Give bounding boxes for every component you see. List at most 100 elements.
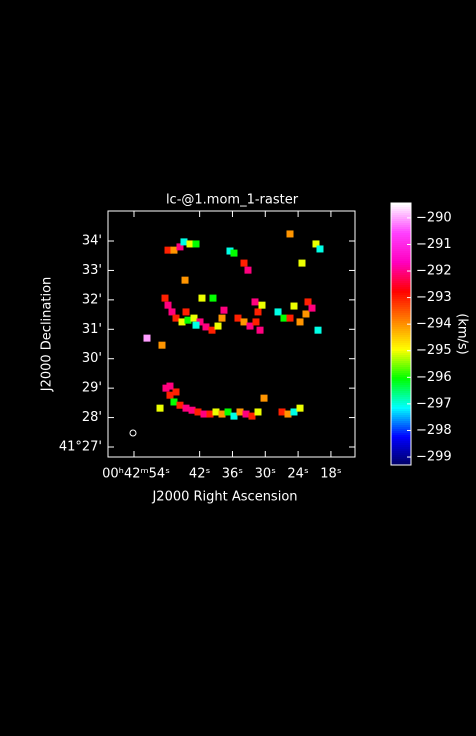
pixel bbox=[196, 318, 204, 326]
pixel bbox=[240, 259, 248, 267]
colorbar-band bbox=[391, 213, 411, 215]
pixel bbox=[302, 310, 310, 318]
colorbar-band bbox=[391, 353, 411, 355]
pixel bbox=[312, 240, 320, 248]
x-tick-label: 24ˢ bbox=[287, 467, 309, 482]
colorbar-band bbox=[391, 413, 411, 415]
colorbar-band bbox=[391, 215, 411, 217]
pixel bbox=[206, 410, 214, 418]
colorbar-band bbox=[391, 209, 411, 211]
colorbar-tick-label: −292 bbox=[416, 264, 452, 279]
colorbar-band bbox=[391, 283, 411, 285]
pixel bbox=[224, 408, 232, 416]
colorbar-band bbox=[391, 311, 411, 313]
colorbar-band bbox=[391, 411, 411, 413]
x-tick-label: 18ˢ bbox=[320, 467, 342, 482]
colorbar-band bbox=[391, 217, 411, 219]
colorbar-band bbox=[391, 403, 411, 405]
x-tick-label: 36ˢ bbox=[222, 467, 244, 482]
pixel bbox=[166, 391, 174, 399]
colorbar-band bbox=[391, 267, 411, 269]
colorbar-band bbox=[391, 391, 411, 393]
colorbar-band bbox=[391, 253, 411, 255]
y-tick-label: 34' bbox=[82, 234, 102, 249]
colorbar-band bbox=[391, 229, 411, 231]
pixel bbox=[172, 388, 180, 396]
colorbar-band bbox=[391, 207, 411, 209]
colorbar-tick-label: −297 bbox=[416, 396, 452, 411]
colorbar-band bbox=[391, 307, 411, 309]
colorbar-band bbox=[391, 241, 411, 243]
colorbar-band bbox=[391, 271, 411, 273]
pixel bbox=[314, 326, 322, 334]
colorbar-band bbox=[391, 459, 411, 461]
colorbar-band bbox=[391, 359, 411, 361]
colorbar-band bbox=[391, 305, 411, 307]
pixel bbox=[244, 266, 252, 274]
plot-frame bbox=[107, 210, 356, 458]
pixel bbox=[143, 334, 151, 342]
colorbar-band bbox=[391, 363, 411, 365]
colorbar-band bbox=[391, 333, 411, 335]
colorbar-band bbox=[391, 289, 411, 291]
colorbar-band bbox=[391, 425, 411, 427]
colorbar-band bbox=[391, 295, 411, 297]
colorbar-band bbox=[391, 337, 411, 339]
colorbar-band bbox=[391, 429, 411, 431]
colorbar-frame bbox=[390, 202, 412, 466]
colorbar-band bbox=[391, 239, 411, 241]
colorbar-band bbox=[391, 223, 411, 225]
colorbar-band bbox=[391, 453, 411, 455]
colorbar-band bbox=[391, 219, 411, 221]
pixel bbox=[218, 410, 226, 418]
pixel bbox=[248, 412, 256, 420]
colorbar-band bbox=[391, 325, 411, 327]
colorbar-band bbox=[391, 323, 411, 325]
colorbar-band bbox=[391, 235, 411, 237]
pixel bbox=[218, 314, 226, 322]
pixel bbox=[246, 322, 254, 330]
pixel bbox=[220, 306, 228, 314]
colorbar-band bbox=[391, 343, 411, 345]
colorbar-band bbox=[391, 463, 411, 465]
pixel bbox=[192, 240, 200, 248]
pixel bbox=[164, 301, 172, 309]
pixel bbox=[230, 249, 238, 257]
pixel bbox=[209, 294, 217, 302]
pixel bbox=[170, 246, 178, 254]
pixel bbox=[251, 298, 259, 306]
colorbar-band bbox=[391, 461, 411, 463]
colorbar-band bbox=[391, 381, 411, 383]
colorbar-band bbox=[391, 399, 411, 401]
colorbar-band bbox=[391, 355, 411, 357]
y-tick-label: 31' bbox=[82, 322, 102, 337]
colorbar-band bbox=[391, 299, 411, 301]
pixel bbox=[286, 314, 294, 322]
colorbar-band bbox=[391, 371, 411, 373]
pixel bbox=[230, 412, 238, 420]
colorbar-band bbox=[391, 349, 411, 351]
pixel bbox=[242, 410, 250, 418]
pixel bbox=[190, 314, 198, 322]
colorbar-band bbox=[391, 455, 411, 457]
pixel bbox=[200, 410, 208, 418]
colorbar-band bbox=[391, 293, 411, 295]
pixel bbox=[192, 321, 200, 329]
colorbar-band bbox=[391, 383, 411, 385]
pixel bbox=[298, 259, 306, 267]
pixel bbox=[178, 318, 186, 326]
colorbar-band bbox=[391, 345, 411, 347]
y-axis-label: J2000 Declination bbox=[40, 277, 55, 393]
colorbar-band bbox=[391, 443, 411, 445]
colorbar-tick-label: −294 bbox=[416, 317, 452, 332]
colorbar-band bbox=[391, 203, 411, 205]
colorbar-band bbox=[391, 309, 411, 311]
colorbar-band bbox=[391, 315, 411, 317]
colorbar-band bbox=[391, 321, 411, 323]
colorbar-band bbox=[391, 437, 411, 439]
pixel bbox=[172, 314, 180, 322]
colorbar-band bbox=[391, 379, 411, 381]
colorbar-band bbox=[391, 313, 411, 315]
colorbar-band bbox=[391, 367, 411, 369]
x-tick-label: 42ˢ bbox=[189, 467, 211, 482]
